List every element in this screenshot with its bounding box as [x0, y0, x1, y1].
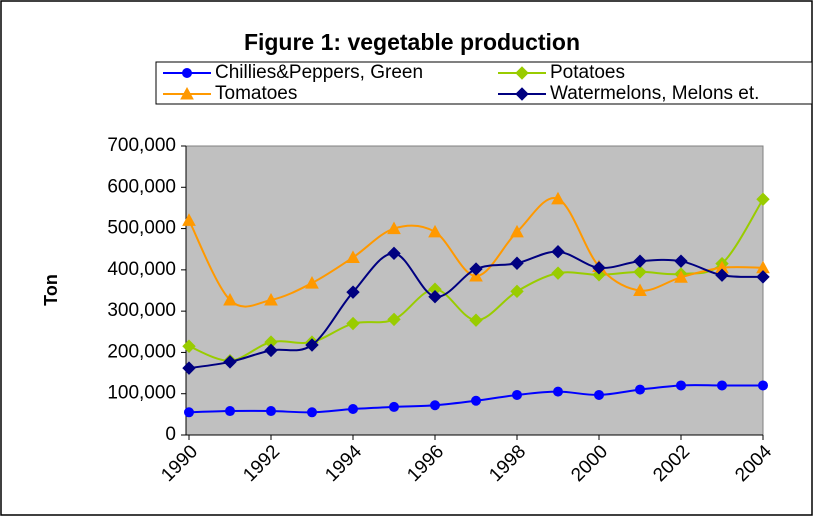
marker	[510, 256, 524, 270]
marker	[756, 270, 770, 284]
marker	[348, 403, 358, 414]
marker	[182, 213, 196, 226]
plot-area	[185, 145, 764, 436]
marker	[676, 380, 686, 391]
marker	[346, 285, 360, 299]
marker	[512, 389, 522, 400]
marker	[223, 292, 237, 306]
marker	[264, 292, 278, 306]
y-tick-label: 700,000	[107, 135, 176, 156]
marker	[633, 283, 647, 296]
marker	[430, 400, 440, 411]
legend-marker	[515, 87, 529, 101]
marker	[471, 395, 481, 406]
marker	[756, 192, 770, 206]
marker	[387, 246, 401, 261]
y-tick-label: 300,000	[107, 300, 176, 321]
marker	[717, 380, 727, 391]
marker	[633, 254, 647, 268]
marker	[551, 191, 565, 205]
marker	[428, 289, 442, 304]
legend-label: Tomatoes	[215, 83, 297, 104]
marker	[266, 406, 276, 417]
marker	[182, 361, 196, 375]
marker	[635, 384, 645, 395]
legend-label: Chillies&Peppers, Green	[215, 62, 423, 83]
marker	[674, 270, 688, 283]
marker	[674, 254, 688, 268]
marker	[715, 268, 729, 282]
marker	[469, 262, 483, 276]
y-tick-label: 500,000	[107, 218, 176, 239]
marker	[553, 386, 563, 397]
marker	[305, 338, 319, 352]
marker	[387, 312, 401, 327]
marker	[346, 316, 360, 331]
marker	[551, 266, 565, 280]
y-tick-label: 0	[165, 424, 176, 445]
marker	[305, 276, 319, 289]
legend	[155, 61, 813, 105]
marker	[510, 284, 524, 299]
marker	[389, 401, 399, 412]
marker	[182, 339, 196, 353]
marker	[551, 244, 565, 259]
marker	[594, 389, 604, 400]
legend-marker	[515, 66, 529, 80]
marker	[633, 265, 647, 279]
marker	[264, 343, 278, 358]
marker	[225, 406, 235, 417]
marker	[223, 355, 237, 369]
marker	[510, 224, 524, 238]
y-axis-label: Ton	[41, 274, 61, 306]
marker	[758, 380, 768, 391]
y-tick-label: 600,000	[107, 176, 176, 197]
legend-label: Potatoes	[550, 62, 625, 83]
y-tick-label: 100,000	[107, 383, 176, 404]
marker	[184, 407, 194, 418]
marker	[307, 407, 317, 418]
marker	[387, 221, 401, 235]
y-tick-label: 400,000	[107, 259, 176, 280]
marker	[592, 261, 606, 275]
marker	[469, 313, 483, 327]
y-tick-label: 200,000	[107, 341, 176, 362]
legend-label: Watermelons, Melons et.	[550, 83, 759, 104]
legend-marker	[182, 68, 192, 78]
legend-marker	[180, 86, 194, 100]
marker	[346, 250, 360, 263]
chart-title: Figure 1: vegetable production	[244, 29, 580, 55]
marker	[428, 224, 442, 238]
